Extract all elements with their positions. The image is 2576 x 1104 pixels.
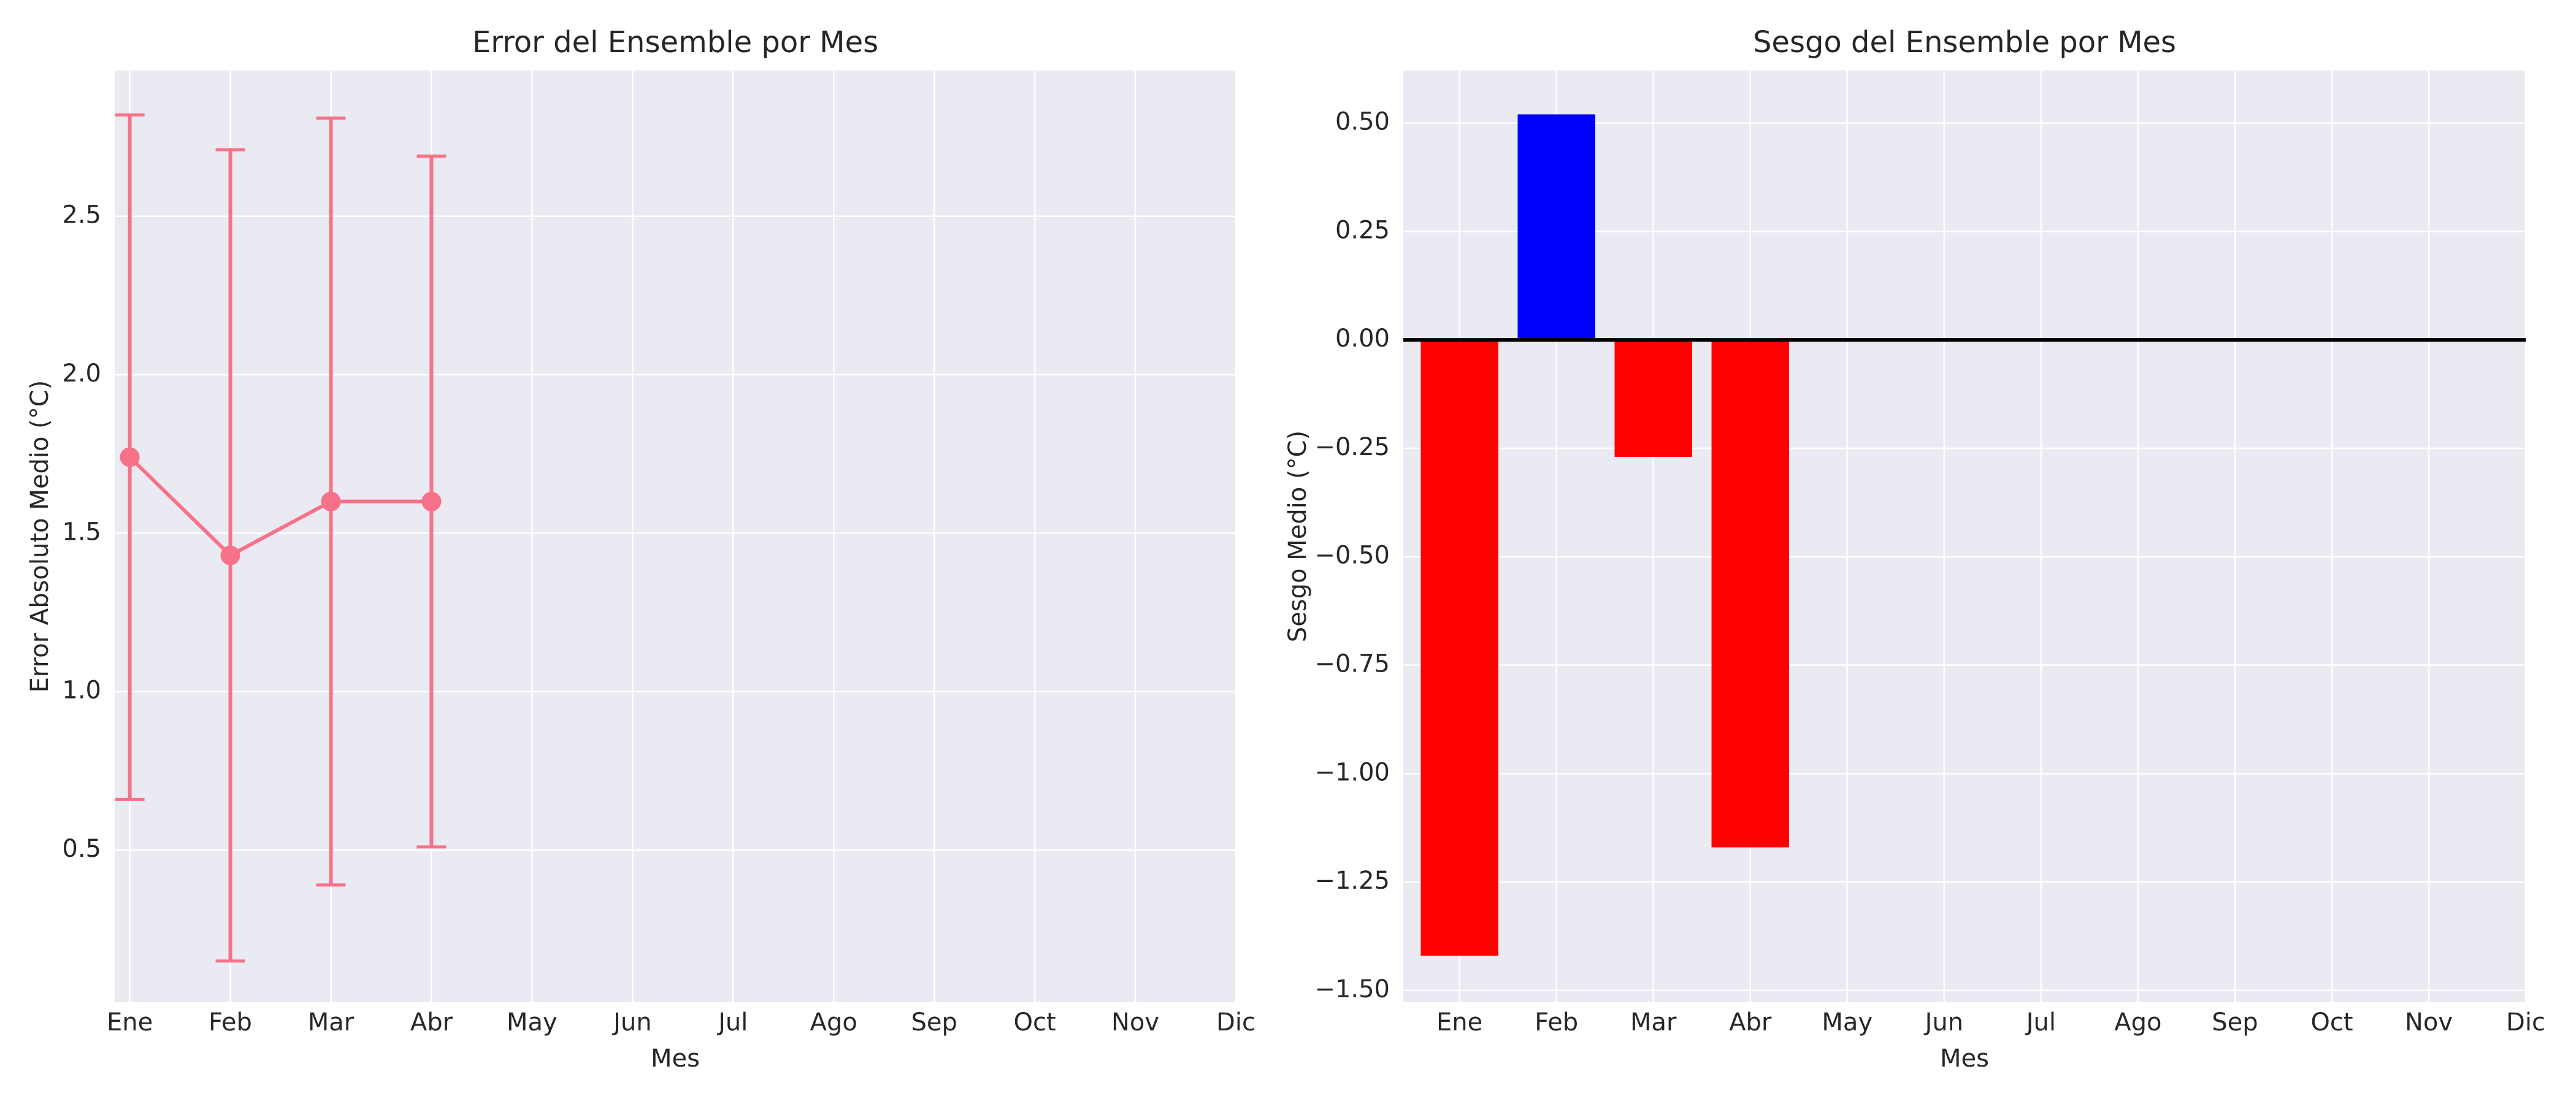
- chart-title: Sesgo del Ensemble por Mes: [1753, 25, 2176, 59]
- x-tick-label: Ago: [2114, 1008, 2161, 1037]
- x-tick-label: Dic: [2506, 1008, 2545, 1037]
- bar: [1420, 340, 1498, 956]
- x-tick-label: May: [507, 1008, 558, 1037]
- x-tick-label: Jul: [716, 1008, 748, 1037]
- x-tick-label: Ago: [810, 1008, 857, 1037]
- x-tick-label: Mar: [308, 1008, 355, 1037]
- marker: [120, 447, 140, 467]
- bar: [1614, 340, 1692, 458]
- chart-title: Error del Ensemble por Mes: [472, 25, 878, 59]
- x-tick-label: Feb: [209, 1008, 252, 1037]
- x-tick-label: Ene: [1436, 1008, 1482, 1037]
- y-axis-label: Error Absoluto Medio (°C): [26, 380, 54, 693]
- x-tick-label: Jun: [611, 1008, 652, 1037]
- x-tick-label: Sep: [911, 1008, 957, 1037]
- x-tick-label: Abr: [410, 1008, 453, 1037]
- x-tick-label: Abr: [1729, 1008, 1772, 1037]
- x-tick-label: Nov: [2405, 1008, 2453, 1037]
- x-tick-label: Sep: [2212, 1008, 2258, 1037]
- x-tick-label: Dic: [1216, 1008, 1255, 1037]
- y-tick-label: −1.25: [1314, 867, 1390, 895]
- y-tick-label: −0.75: [1314, 650, 1390, 678]
- x-tick-label: Jul: [2025, 1008, 2056, 1037]
- y-tick-label: −0.50: [1314, 542, 1390, 570]
- x-tick-label: Jun: [1923, 1008, 1964, 1037]
- marker: [220, 545, 240, 565]
- x-tick-label: Ene: [107, 1008, 153, 1037]
- y-tick-label: 0.5: [62, 835, 101, 863]
- x-tick-label: Oct: [2310, 1008, 2353, 1037]
- y-tick-label: 0.50: [1335, 108, 1390, 136]
- y-tick-label: 0.25: [1335, 216, 1390, 244]
- y-tick-label: 2.0: [62, 359, 101, 388]
- x-axis-label: Mes: [651, 1045, 700, 1073]
- x-tick-label: May: [1822, 1008, 1873, 1037]
- line: [128, 456, 432, 558]
- marker: [321, 491, 341, 512]
- marker: [421, 491, 442, 512]
- x-tick-label: Mar: [1630, 1008, 1677, 1037]
- y-tick-label: −1.50: [1314, 975, 1390, 1003]
- y-tick-label: 2.5: [62, 201, 101, 229]
- x-axis-label: Mes: [1940, 1045, 1989, 1073]
- y-tick-label: −0.25: [1314, 433, 1390, 461]
- x-tick-label: Nov: [1111, 1008, 1159, 1037]
- y-tick-label: 0.00: [1335, 324, 1390, 353]
- y-axis-label: Sesgo Medio (°C): [1284, 431, 1312, 642]
- y-tick-label: 1.5: [62, 518, 101, 546]
- bar: [1711, 340, 1789, 848]
- bar: [1517, 114, 1595, 340]
- x-tick-label: Feb: [1535, 1008, 1578, 1037]
- y-tick-label: −1.00: [1314, 758, 1390, 786]
- plot-area: [115, 71, 1236, 1002]
- y-tick-label: 1.0: [62, 677, 101, 705]
- x-tick-label: Oct: [1014, 1008, 1056, 1037]
